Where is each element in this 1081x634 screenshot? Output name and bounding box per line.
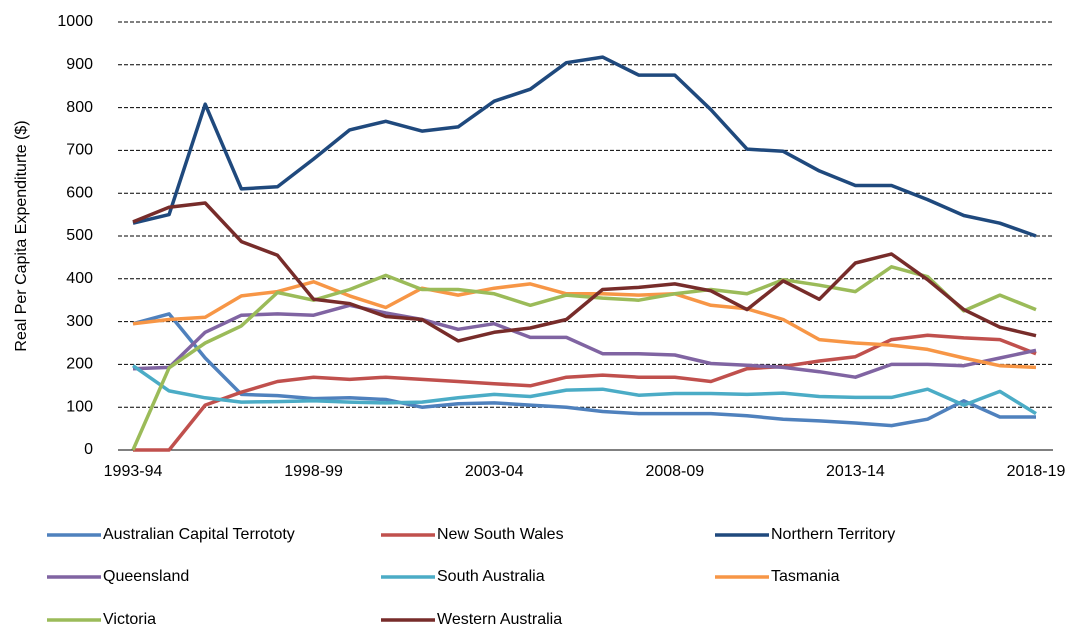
x-tick-label: 1993-94 xyxy=(104,463,163,480)
y-tick-label: 600 xyxy=(66,184,93,201)
series-line xyxy=(131,265,1037,451)
series-line xyxy=(132,312,1036,428)
y-tick-label: 100 xyxy=(66,398,93,415)
series-line xyxy=(133,333,1037,452)
series-line xyxy=(131,364,1037,416)
y-tick-label: 0 xyxy=(84,441,93,458)
y-tick-label: 800 xyxy=(66,99,93,116)
y-tick-label: 500 xyxy=(66,227,93,244)
x-tick-label: 2008-09 xyxy=(645,463,704,480)
y-axis-label: Real Per Capita Expenditurte ($) xyxy=(13,120,30,351)
series-line xyxy=(132,280,1037,370)
legend-label: Tasmania xyxy=(771,568,840,585)
legend-label: New South Wales xyxy=(437,526,564,543)
x-tick-label: 1998-99 xyxy=(284,463,343,480)
legend-label: Queensland xyxy=(103,568,189,585)
legend-label: Western Australia xyxy=(437,611,562,628)
series-line xyxy=(132,55,1037,238)
series-line xyxy=(132,201,1037,343)
y-tick-label: 400 xyxy=(66,270,93,287)
y-tick-label: 1000 xyxy=(57,13,93,30)
legend-label: Northern Territory xyxy=(771,526,895,543)
y-tick-label: 300 xyxy=(66,313,93,330)
x-tick-label: 2018-19 xyxy=(1007,463,1066,480)
x-tick-label: 2013-14 xyxy=(826,463,885,480)
series-line xyxy=(132,303,1037,379)
x-tick-label: 2003-04 xyxy=(465,463,524,480)
legend-label: South Australia xyxy=(437,568,545,585)
y-tick-label: 700 xyxy=(66,142,93,159)
legend-label: Australian Capital Terrototy xyxy=(103,526,295,543)
legend-label: Victoria xyxy=(103,611,156,628)
y-tick-label: 900 xyxy=(66,56,93,73)
y-tick-label: 200 xyxy=(66,356,93,373)
